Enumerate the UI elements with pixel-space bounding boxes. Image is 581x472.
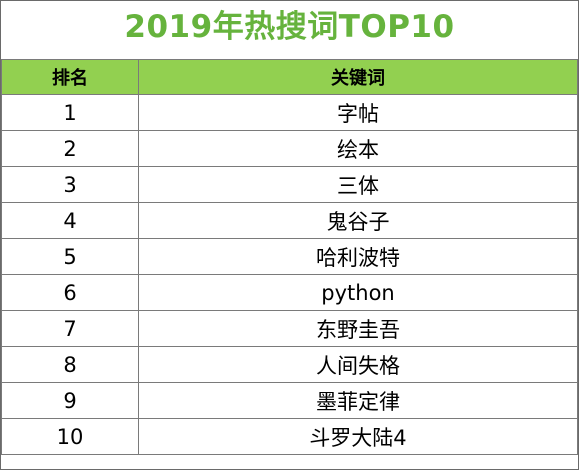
keyword-cell: 鬼谷子 (138, 202, 578, 239)
keyword-cell: 字帖 (138, 94, 578, 131)
keyword-cell: 墨菲定律 (138, 382, 578, 419)
table-row: 8 人间失格 (1, 346, 578, 383)
table-row: 4 鬼谷子 (1, 202, 578, 239)
keyword-cell: 斗罗大陆4 (138, 418, 578, 455)
table-row: 10 斗罗大陆4 (1, 418, 578, 455)
rank-cell: 6 (1, 274, 139, 311)
table-row: 3 三体 (1, 166, 578, 203)
rank-cell: 7 (1, 310, 139, 347)
keyword-cell: python (138, 274, 578, 311)
column-header-keyword: 关键词 (138, 59, 578, 95)
keyword-cell: 三体 (138, 166, 578, 203)
table-row: 9 墨菲定律 (1, 382, 578, 419)
keyword-cell: 人间失格 (138, 346, 578, 383)
rank-cell: 10 (1, 418, 139, 455)
rank-cell: 4 (1, 202, 139, 239)
table-row: 7 东野圭吾 (1, 310, 578, 347)
rank-cell: 1 (1, 94, 139, 131)
keyword-cell: 哈利波特 (138, 238, 578, 275)
rank-cell: 5 (1, 238, 139, 275)
rank-cell: 9 (1, 382, 139, 419)
table-row: 5 哈利波特 (1, 238, 578, 275)
top10-table: 排名 关键词 1 字帖 2 绘本 3 三体 4 鬼谷子 5 哈利 (1, 59, 578, 455)
rank-cell: 2 (1, 130, 139, 167)
header-row: 排名 关键词 (1, 59, 578, 95)
keyword-cell: 东野圭吾 (138, 310, 578, 347)
table-row: 1 字帖 (1, 94, 578, 131)
rank-cell: 3 (1, 166, 139, 203)
table-row: 6 python (1, 274, 578, 311)
column-header-rank: 排名 (1, 59, 139, 95)
rank-cell: 8 (1, 346, 139, 383)
table-row: 2 绘本 (1, 130, 578, 167)
keyword-cell: 绘本 (138, 130, 578, 167)
table-title: 2019年热搜词TOP10 (124, 9, 455, 45)
